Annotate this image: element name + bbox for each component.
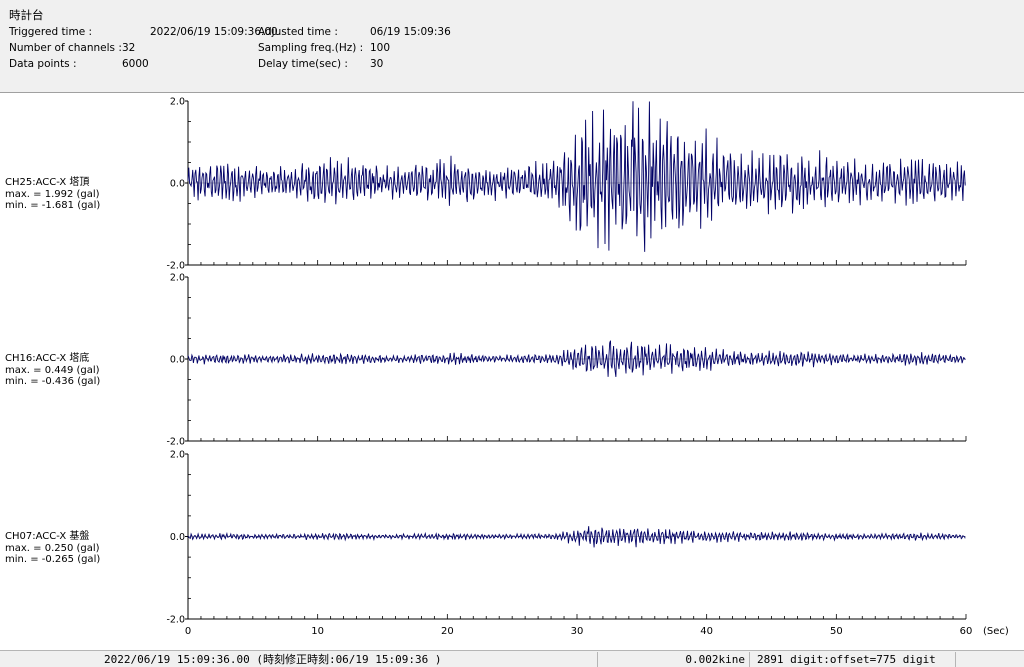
channel-1-min: min. = -1.681 (gal)	[5, 200, 101, 211]
panel-1-y-tick-label-1: 0.0	[170, 179, 185, 190]
panel-3-y-tick-label-1: 0.0	[170, 532, 185, 543]
sampling-freq-label: Sampling freq.(Hz) :	[258, 42, 364, 54]
adjusted-time-value: 06/19 15:09:36	[370, 26, 451, 38]
status-digit: 2891 digit:offset=775 digit	[753, 652, 956, 667]
x-tick-label-0: 0	[185, 626, 191, 637]
x-tick-label-3: 30	[571, 626, 584, 637]
panel-2-y-tick-label-1: 0.0	[170, 355, 185, 366]
x-tick-label-5: 50	[830, 626, 843, 637]
triggered-time-label: Triggered time :	[9, 26, 93, 38]
panel-2-waveform	[187, 340, 966, 377]
channel-2-info: CH16:ACC-X 塔底 max. = 0.449 (gal) min. = …	[5, 353, 100, 388]
channel-2-title: CH16:ACC-X 塔底	[5, 353, 90, 364]
delay-time-label: Delay time(sec) :	[258, 58, 348, 70]
channel-1-info: CH25:ACC-X 塔頂 max. = 1.992 (gal) min. = …	[5, 177, 100, 212]
status-time: 2022/06/19 15:09:36.00 (時刻修正時刻:06/19 15:…	[0, 652, 598, 667]
panel-2-y-tick-label-0: 2.0	[170, 273, 185, 284]
x-axis-unit: (Sec)	[983, 626, 1009, 637]
channel-1-title: CH25:ACC-X 塔頂	[5, 177, 90, 188]
record-header: 時計台 Triggered time : 2022/06/19 15:09:36…	[0, 0, 1024, 93]
channel-3-min: min. = -0.265 (gal)	[5, 554, 101, 565]
panel-1-y-tick-label-2: -2.0	[166, 261, 185, 272]
station-name: 時計台	[9, 8, 44, 22]
channels-label: Number of channels :	[9, 42, 122, 54]
status-empty	[958, 652, 1024, 667]
channel-1-max: max. = 1.992 (gal)	[5, 188, 100, 200]
channel-3-info: CH07:ACC-X 基盤 max. = 0.250 (gal) min. = …	[5, 531, 100, 566]
x-tick-label-4: 40	[700, 626, 713, 637]
panel-3-waveform	[187, 526, 966, 548]
delay-time-value: 30	[370, 58, 384, 70]
panel-2-y-tick-label-2: -2.0	[166, 437, 185, 448]
panel-1-y-tick-label-0: 2.0	[170, 97, 185, 108]
status-bar: 2022/06/19 15:09:36.00 (時刻修正時刻:06/19 15:…	[0, 650, 1024, 667]
channel-2-max: max. = 0.449 (gal)	[5, 364, 100, 376]
data-points-label: Data points :	[9, 58, 77, 70]
panel-3-y-tick-label-2: -2.0	[166, 615, 185, 626]
waveform-chart: 2.00.0-2.02.00.0-2.02.00.0-2.00 10 20 30 40 5…	[166, 97, 1009, 638]
channels-value: 32	[122, 42, 136, 54]
panel-1-waveform	[187, 101, 966, 252]
x-tick-label-1: 10	[311, 626, 324, 637]
triggered-time-value: 2022/06/19 15:09:36.00	[150, 26, 278, 38]
sampling-freq-value: 100	[370, 42, 391, 54]
x-tick-label-2: 20	[441, 626, 454, 637]
x-tick-label-6: 60	[960, 626, 973, 637]
channel-2-min: min. = -0.436 (gal)	[5, 376, 101, 387]
panel-3-y-tick-label-0: 2.0	[170, 450, 185, 461]
adjusted-time-label: Adjusted time :	[258, 26, 338, 38]
channel-3-max: max. = 0.250 (gal)	[5, 542, 100, 554]
channel-3-title: CH07:ACC-X 基盤	[5, 531, 90, 542]
waveform-plot-area: 2.0 0.0 -2.0 2.0 0.0 -2.0 2.0 0.0 -2.0 0 10 20 30 40 5…	[0, 93, 1024, 650]
status-kine: 0.002kine	[601, 652, 750, 667]
data-points-value: 6000	[122, 58, 149, 70]
